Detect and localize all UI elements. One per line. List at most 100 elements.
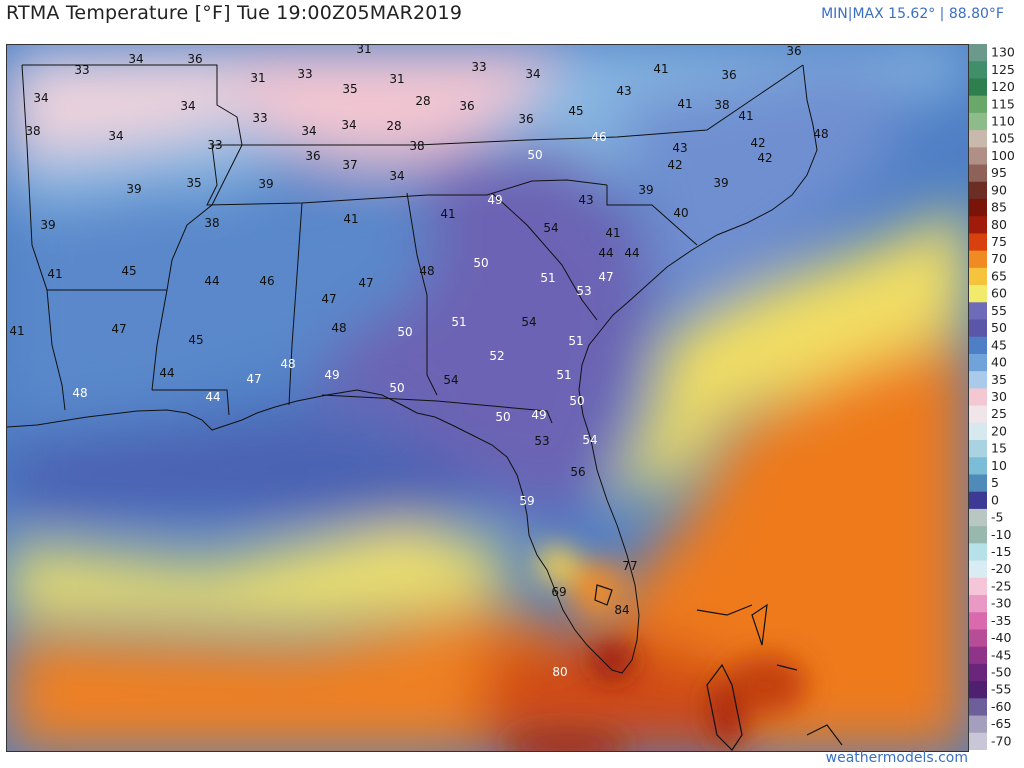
station-temp-label: 37 — [342, 158, 357, 172]
legend-swatch — [969, 681, 987, 699]
station-temp-label: 59 — [519, 494, 534, 508]
station-temp-label: 33 — [74, 63, 89, 77]
color-legend-svg: 1301251201151101051009590858075706560555… — [969, 44, 1015, 751]
legend-tick-label: 110 — [991, 113, 1015, 128]
legend-tick-label: -25 — [991, 578, 1011, 593]
legend-swatch — [969, 612, 987, 630]
station-temp-label: 36 — [187, 52, 202, 66]
station-temp-label: 50 — [397, 325, 412, 339]
station-temp-label: 36 — [518, 112, 533, 126]
legend-swatch — [969, 663, 987, 682]
station-temp-label: 48 — [72, 386, 87, 400]
station-temp-label: 34 — [108, 129, 123, 143]
legend-tick-label: 120 — [991, 79, 1015, 94]
legend-tick-label: 60 — [991, 286, 1007, 301]
station-temp-label: 45 — [121, 264, 136, 278]
station-temp-label: 47 — [321, 292, 336, 306]
station-temp-label: 38 — [714, 98, 729, 112]
station-temp-label: 34 — [180, 99, 195, 113]
station-temp-label: 36 — [786, 45, 801, 58]
legend-tick-label: -55 — [991, 682, 1011, 697]
station-temp-label: 77 — [622, 559, 637, 573]
legend-tick-label: 100 — [991, 148, 1015, 163]
station-temp-label: 33 — [471, 60, 486, 74]
station-temp-label: 52 — [489, 349, 504, 363]
legend-tick-label: -20 — [991, 561, 1011, 576]
station-temp-label: 34 — [389, 169, 404, 183]
legend-tick-label: -40 — [991, 630, 1011, 645]
station-temp-label: 39 — [126, 182, 141, 196]
station-temp-label: 31 — [250, 71, 265, 85]
legend-tick-label: 115 — [991, 96, 1015, 111]
temperature-map[interactable]: 33 34 36 31 33 31 33 34 41 36 36 34 34 35 31 28 36 45 43 41… — [6, 44, 969, 752]
legend-tick-label: -60 — [991, 699, 1011, 714]
station-temp-label: 47 — [246, 372, 261, 386]
station-temp-label: 39 — [713, 176, 728, 190]
station-temp-label: 51 — [451, 315, 466, 329]
station-temp-label: 41 — [47, 267, 62, 281]
station-temp-label: 33 — [252, 111, 267, 125]
station-temp-label: 50 — [527, 148, 542, 162]
legend-tick-label: -70 — [991, 733, 1011, 748]
legend-tick-label: 40 — [991, 355, 1007, 370]
station-temp-label: 31 — [389, 72, 404, 86]
legend-tick-label: 20 — [991, 423, 1007, 438]
legend-swatch — [969, 577, 987, 596]
legend-swatch — [969, 646, 987, 665]
station-temp-label: 50 — [495, 410, 510, 424]
legend-swatch — [969, 732, 987, 751]
station-temp-label: 49 — [324, 368, 339, 382]
legend-swatch — [969, 336, 987, 355]
station-temp-label: 34 — [128, 52, 143, 66]
legend-tick-label: -5 — [991, 510, 1003, 525]
legend-swatch — [969, 371, 987, 389]
legend-tick-label: 35 — [991, 372, 1007, 387]
legend-swatch — [969, 302, 987, 321]
station-temp-label: 33 — [297, 67, 312, 81]
legend-tick-label: 15 — [991, 441, 1007, 456]
legend-tick-label: 10 — [991, 458, 1007, 473]
legend-tick-label: 125 — [991, 62, 1015, 77]
station-temp-label: 39 — [40, 218, 55, 232]
legend-tick-label: 75 — [991, 234, 1007, 249]
station-temp-label: 46 — [591, 130, 606, 144]
station-temp-label: 44 — [598, 246, 613, 260]
station-temp-label: 41 — [605, 226, 620, 240]
station-temp-label: 47 — [111, 322, 126, 336]
station-temp-label: 42 — [750, 136, 765, 150]
legend-swatch — [969, 267, 987, 286]
legend-swatch — [969, 526, 987, 544]
station-temp-label: 36 — [305, 149, 320, 163]
legend-tick-label: 105 — [991, 131, 1015, 146]
map-title: RTMA Temperature [°F] Tue 19:00Z05MAR201… — [6, 2, 463, 24]
legend-swatch — [969, 491, 987, 510]
station-labels: 33 34 36 31 33 31 33 34 41 36 36 34 34 35 31 28 36 45 43 41… — [9, 45, 828, 679]
station-temp-label: 35 — [186, 176, 201, 190]
legend-tick-label: 70 — [991, 251, 1007, 266]
legend-swatch — [969, 543, 987, 562]
legend-tick-label: -50 — [991, 665, 1011, 680]
station-temp-label: 44 — [624, 246, 639, 260]
station-temp-label: 39 — [638, 183, 653, 197]
legend-swatch — [969, 422, 987, 441]
legend-swatch — [969, 457, 987, 475]
legend-swatch — [969, 164, 987, 183]
station-temp-label: 36 — [459, 99, 474, 113]
legend-swatch — [969, 112, 987, 131]
station-temp-label: 38 — [409, 139, 424, 153]
station-temp-label: 34 — [301, 124, 316, 138]
station-temp-label: 41 — [653, 62, 668, 76]
legend-swatch — [969, 560, 987, 579]
station-temp-label: 53 — [534, 434, 549, 448]
legend-swatch — [969, 285, 987, 303]
station-temp-label: 50 — [473, 256, 488, 270]
station-temp-label: 51 — [568, 334, 583, 348]
station-temp-label: 47 — [598, 270, 613, 284]
legend-swatch — [969, 147, 987, 166]
station-temp-label: 41 — [738, 109, 753, 123]
legend-tick-label: -45 — [991, 647, 1011, 662]
station-temp-label: 41 — [343, 212, 358, 226]
legend-tick-label: 50 — [991, 320, 1007, 335]
station-temp-label: 45 — [568, 104, 583, 118]
station-temp-label: 44 — [159, 366, 174, 380]
